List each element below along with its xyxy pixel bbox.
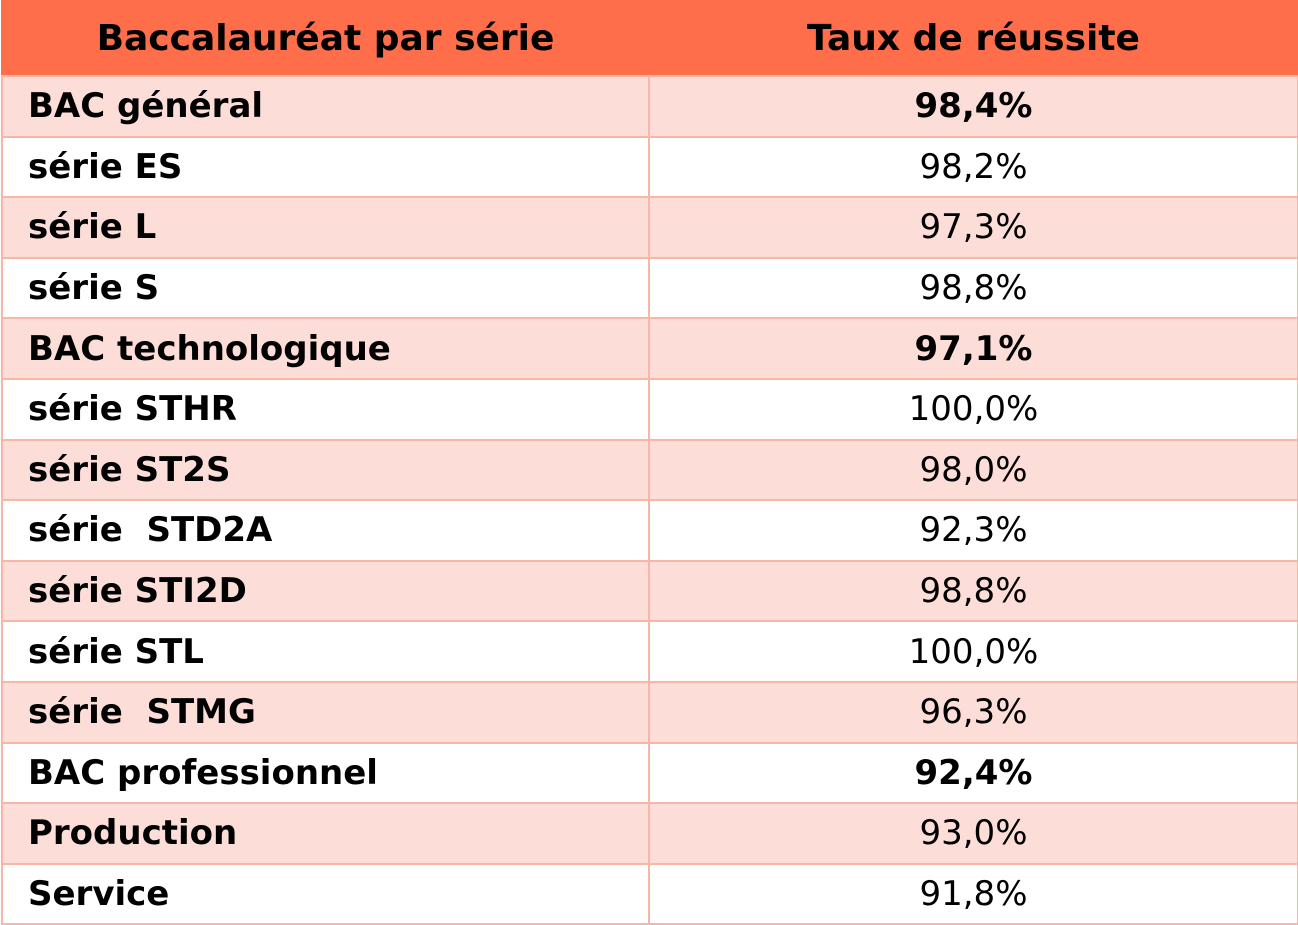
table-row: Service 91,8% (1, 862, 1298, 925)
column-header-serie: Baccalauréat par série (1, 0, 650, 77)
row-label: BAC professionnel (1, 741, 650, 805)
table-row: BAC technologique 97,1% (1, 317, 1298, 380)
row-label: Service (1, 862, 650, 925)
table-row: série STI2D 98,8% (1, 559, 1298, 623)
row-value: 93,0% (648, 802, 1298, 865)
table-row: série S 98,8% (1, 256, 1298, 320)
row-value: 97,3% (648, 196, 1298, 259)
row-value: 98,4% (648, 75, 1298, 138)
table-header: Baccalauréat par série Taux de réussite (1, 0, 1298, 77)
table-row: série STL 100,0% (1, 620, 1298, 683)
row-value: 100,0% (648, 620, 1298, 683)
row-label: série L (1, 196, 650, 259)
row-value: 98,8% (648, 256, 1298, 320)
row-label: série STMG (1, 680, 650, 744)
row-label: BAC général (1, 75, 650, 138)
table-row: série ST2S 98,0% (1, 438, 1298, 502)
row-label: BAC technologique (1, 317, 650, 380)
table-row: série ES 98,2% (1, 135, 1298, 199)
table-row: série STHR 100,0% (1, 377, 1298, 441)
table-row: série STD2A 92,3% (1, 499, 1298, 562)
row-label: Production (1, 802, 650, 865)
row-value: 98,2% (648, 135, 1298, 199)
row-label: série ST2S (1, 438, 650, 502)
row-value: 92,4% (648, 741, 1298, 805)
row-label: série ES (1, 135, 650, 199)
row-value: 100,0% (648, 377, 1298, 441)
row-value: 96,3% (648, 680, 1298, 744)
table-row: série L 97,3% (1, 196, 1298, 259)
row-label: série STI2D (1, 559, 650, 623)
row-value: 92,3% (648, 499, 1298, 562)
row-label: série STHR (1, 377, 650, 441)
row-value: 98,8% (648, 559, 1298, 623)
row-label: série STD2A (1, 499, 650, 562)
table-body: BAC général 98,4% série ES 98,2% série L 97,3… (1, 75, 1298, 925)
row-value: 97,1% (648, 317, 1298, 380)
header-row: Baccalauréat par série Taux de réussite (1, 0, 1298, 77)
table-row: BAC professionnel 92,4% (1, 741, 1298, 805)
row-label: série S (1, 256, 650, 320)
table-row: BAC général 98,4% (1, 75, 1298, 138)
row-value: 91,8% (648, 862, 1298, 925)
table-row: Production 93,0% (1, 802, 1298, 865)
row-label: série STL (1, 620, 650, 683)
row-value: 98,0% (648, 438, 1298, 502)
column-header-taux: Taux de réussite (648, 0, 1298, 77)
table-row: série STMG 96,3% (1, 680, 1298, 744)
